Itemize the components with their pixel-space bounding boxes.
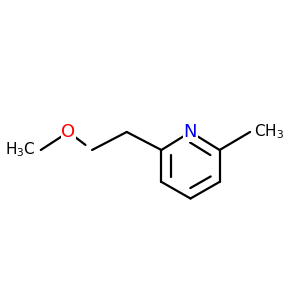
Text: H$_3$C: H$_3$C <box>4 141 35 159</box>
Text: O: O <box>61 123 76 141</box>
Text: CH$_3$: CH$_3$ <box>254 123 284 141</box>
Text: N: N <box>184 123 197 141</box>
